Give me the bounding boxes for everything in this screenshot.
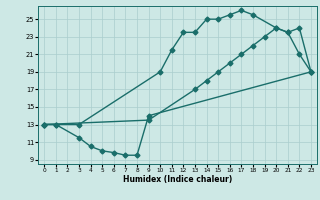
X-axis label: Humidex (Indice chaleur): Humidex (Indice chaleur) — [123, 175, 232, 184]
